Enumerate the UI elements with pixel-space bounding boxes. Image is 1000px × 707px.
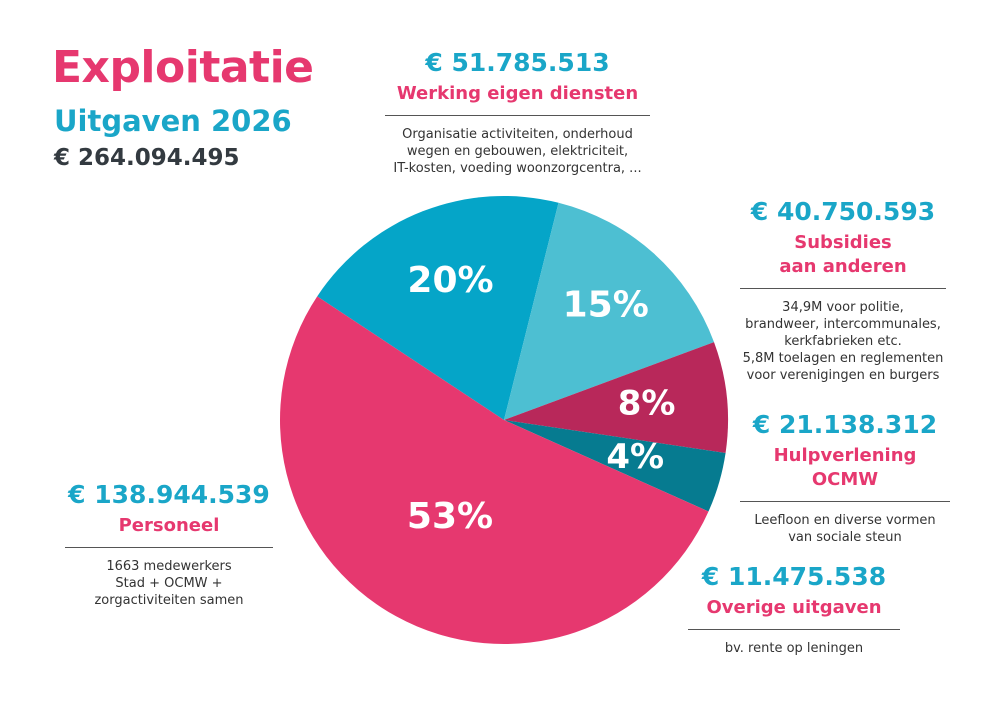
pct-label-hulpverlening: 8% [618,384,676,424]
amount-werking: € 51.785.513 [425,48,610,77]
callout-overige: € 11.475.538 Overige uitgaven bv. rente … [688,562,900,657]
description-hulpverlening: Leefloon en diverse vormen van sociale s… [754,513,936,545]
divider [740,288,946,289]
description-personeel: 1663 medewerkers Stad + OCMW + zorgactiv… [94,559,244,608]
amount-personeel: € 138.944.539 [68,480,270,509]
page-subtitle: Uitgaven 2026 [54,104,292,138]
amount-subsidies: € 40.750.593 [750,197,936,226]
amount-overige: € 11.475.538 [701,562,887,591]
label-werking: Werking eigen diensten [396,83,639,104]
pie-slice-overige [504,420,726,512]
divider [740,501,950,502]
pct-label-overige: 4% [606,437,664,477]
label-subsidies: Subsidies aan anderen [779,232,907,277]
callout-werking: € 51.785.513 Werking eigen diensten Orga… [385,48,650,177]
divider [688,629,900,630]
description-subsidies: 34,9M voor politie, brandweer, intercomm… [742,300,944,383]
label-hulpverlening: Hulpverlening OCMW [773,445,917,490]
callout-subsidies: € 40.750.593 Subsidies aan anderen 34,9M… [740,197,946,384]
pie-slice-werking [317,195,559,420]
callout-personeel: € 138.944.539 Personeel 1663 medewerkers… [65,480,273,609]
amount-hulpverlening: € 21.138.312 [752,410,938,439]
page-title: Exploitatie [52,42,314,93]
description-werking: Organisatie activiteiten, onderhoud wege… [393,127,642,176]
pie-slice-personeel [280,296,709,645]
label-overige: Overige uitgaven [706,597,882,618]
callout-hulpverlening: € 21.138.312 Hulpverlening OCMW Leefloon… [740,410,950,546]
pie-slice-hulpverlening [504,342,729,453]
divider [385,115,650,116]
pct-label-personeel: 53% [407,496,493,537]
pct-label-werking: 20% [407,260,493,301]
pie-slice-subsidies [504,202,715,420]
description-overige: bv. rente op leningen [724,641,864,656]
label-personeel: Personeel [118,515,220,536]
total-amount: € 264.094.495 [54,145,240,171]
pct-label-subsidies: 15% [563,285,649,326]
divider [65,547,273,548]
